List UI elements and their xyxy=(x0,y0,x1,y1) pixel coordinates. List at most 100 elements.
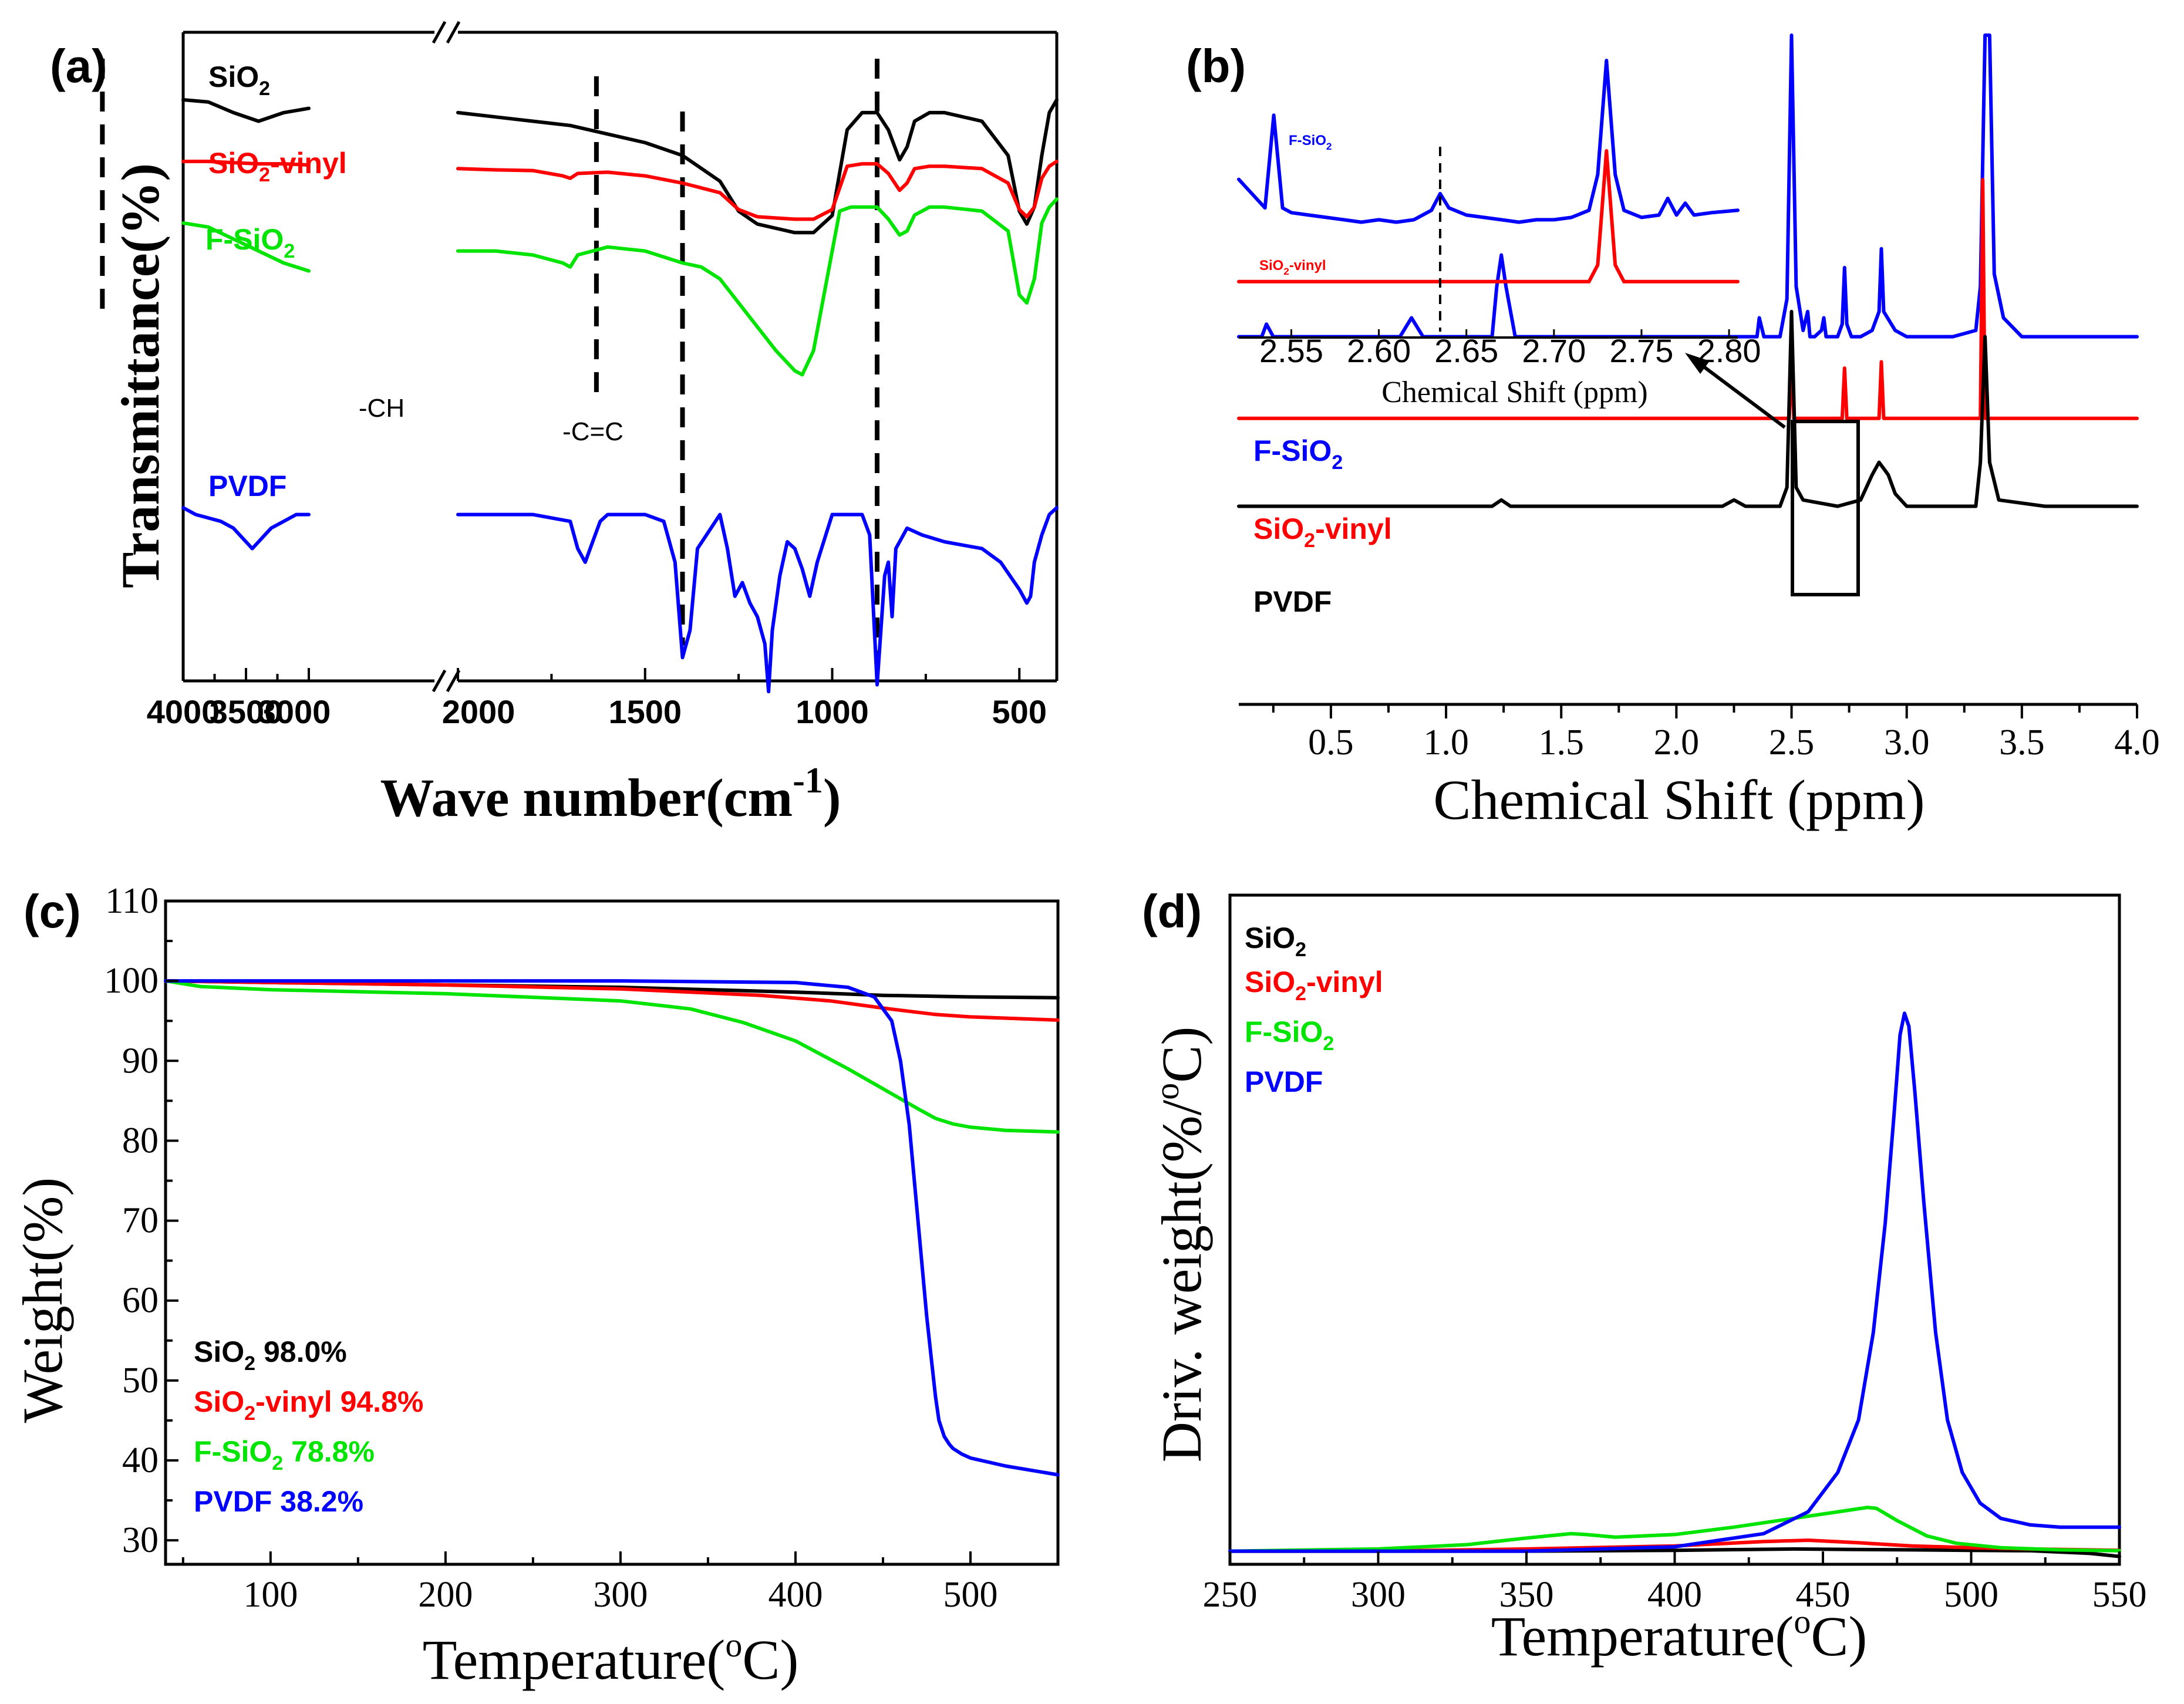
b-x-tick-label-3: 3.0 xyxy=(1884,723,1930,762)
a-y-axis-label: Transmittance(%) xyxy=(110,163,170,588)
b-series-sio2-vinyl xyxy=(1237,178,2139,420)
c-y-tick-label-30: 30 xyxy=(122,1520,159,1560)
a-series-f-sio2-right xyxy=(456,197,1059,377)
d-x-tick-label-350: 350 xyxy=(1499,1575,1554,1615)
panel-b-nmr: (b) 0.5 1.0 1.5 2.0 2.5 3.0 3.5 4.0 F-SiO2 SiO2… xyxy=(1186,33,2160,831)
panel-c-ticks: 100 200 300 400 500 30 40 50 60 70 80 90 100 110 xyxy=(104,881,997,1615)
a-break-mark-top-2 xyxy=(446,21,461,44)
d-legend-pvdf: PVDF xyxy=(1245,1065,1323,1098)
c-y-tick-label-60: 60 xyxy=(122,1281,159,1321)
panel-d-dtg: (d) 250 300 350 400 450 500 550 SiO2 SiO2-viny… xyxy=(1142,885,2147,1668)
panel-c-curves xyxy=(164,979,1060,1477)
c-y-tick-label-50: 50 xyxy=(122,1361,159,1401)
annotation-c-c: -C=C xyxy=(562,417,623,446)
a-x-tick-label-1000: 1000 xyxy=(796,693,869,730)
b-x-tick-label-2: 2.0 xyxy=(1654,723,1700,762)
c-series-sio2-vinyl xyxy=(164,979,1060,1022)
d-x-tick-label-450: 450 xyxy=(1796,1575,1851,1615)
b-label-f-sio2: F-SiO2 xyxy=(1253,434,1343,474)
inset-label-f-sio2: F-SiO2 xyxy=(1289,133,1332,152)
b-series-f-sio2 xyxy=(1237,33,2139,339)
b-label-sio2-vinyl: SiO2-vinyl xyxy=(1253,512,1392,552)
a-label-sio2: SiO2 xyxy=(208,60,270,100)
panel-a-curves xyxy=(181,98,1059,694)
b-x-tick-label-0.5: 0.5 xyxy=(1308,723,1354,762)
c-x-axis-label: Temperature(oC) xyxy=(423,1626,799,1691)
inset-x-tick-label-2.55: 2.55 xyxy=(1259,332,1323,369)
c-legend-sio2: SiO2 98.0% xyxy=(194,1335,347,1375)
c-y-tick-label-100: 100 xyxy=(104,961,159,1001)
panel-b-inset: 2.55 2.60 2.65 2.70 2.75 2.80 F-SiO2 SiO2-vin… xyxy=(1237,59,1761,409)
b-series-pvdf xyxy=(1237,309,2139,508)
a-break-mark-top-1 xyxy=(432,21,447,44)
c-series-f-sio2 xyxy=(164,979,1060,1134)
a-x-tick-label-1500: 1500 xyxy=(608,693,682,730)
d-series-pvdf xyxy=(1228,1011,2121,1553)
c-plot-frame xyxy=(164,899,1060,1566)
c-x-tick-label-200: 200 xyxy=(418,1575,473,1615)
panel-a-label: (a) xyxy=(50,40,107,92)
d-x-tick-label-250: 250 xyxy=(1203,1575,1258,1615)
c-legend-sio2-vinyl: SiO2-vinyl 94.8% xyxy=(194,1385,423,1425)
inset-x-tick-label-2.7: 2.70 xyxy=(1522,332,1586,369)
annotation-ch: -CH xyxy=(359,394,405,423)
c-y-tick-label-40: 40 xyxy=(122,1440,159,1480)
d-legend-sio2: SiO2 xyxy=(1245,922,1306,961)
panel-d-curves xyxy=(1228,1011,2121,1558)
b-x-tick-label-1.5: 1.5 xyxy=(1538,723,1584,762)
panel-c-tga: (c) 100 200 300 400 50030405060708090100110 … xyxy=(11,881,1060,1691)
c-x-tick-label-300: 300 xyxy=(593,1575,648,1615)
a-series-sio2-vinyl-left xyxy=(181,160,311,167)
a-series-sio2-left xyxy=(181,98,311,123)
panel-c-label: (c) xyxy=(23,885,81,937)
a-x-tick-label-500: 500 xyxy=(992,693,1047,730)
a-series-sio2-vinyl-right xyxy=(456,160,1059,221)
a-x-tick-label-2000: 2000 xyxy=(442,693,515,730)
a-label-f-sio2: F-SiO2 xyxy=(205,223,295,262)
b-x-tick-label-3.5: 3.5 xyxy=(1999,723,2045,762)
panel-a-dashed-markers xyxy=(100,59,879,675)
inset-curves xyxy=(1237,59,1740,339)
c-y-tick-label-110: 110 xyxy=(105,881,159,921)
inset-series-sio2-vinyl xyxy=(1237,149,1740,284)
d-x-tick-label-400: 400 xyxy=(1647,1575,1702,1615)
b-label-pvdf: PVDF xyxy=(1253,585,1332,618)
a-label-sio2-vinyl: SiO2-vinyl xyxy=(208,147,347,186)
inset-x-tick-label-2.8: 2.80 xyxy=(1697,332,1761,369)
b-x-axis-label: Chemical Shift (ppm) xyxy=(1433,768,1925,831)
inset-x-axis-label: Chemical Shift (ppm) xyxy=(1381,376,1647,409)
d-y-axis-label: Driv. weight(%/oC) xyxy=(1148,1027,1213,1463)
panel-c-axes xyxy=(164,899,1060,1566)
inset-x-tick-label-2.65: 2.65 xyxy=(1434,332,1498,369)
panel-a-axes xyxy=(181,21,1059,693)
panel-d-label: (d) xyxy=(1142,885,1202,937)
inset-label-sio2-vinyl: SiO2-vinyl xyxy=(1259,258,1326,277)
a-series-pvdf-right xyxy=(456,506,1059,694)
inset-x-ticks: 2.55 2.60 2.65 2.70 2.75 2.80 xyxy=(1259,329,1761,369)
c-x-tick-label-400: 400 xyxy=(768,1575,823,1615)
c-legend-pvdf: PVDF 38.2% xyxy=(194,1485,363,1518)
c-y-tick-label-80: 80 xyxy=(122,1121,159,1160)
a-x-axis-label: Wave number(cm-1) xyxy=(380,761,841,828)
a-series-pvdf-left xyxy=(181,506,311,551)
c-series-pvdf xyxy=(164,979,1060,1477)
b-zoom-arrowhead xyxy=(1685,353,1710,374)
c-y-tick-label-70: 70 xyxy=(122,1201,159,1241)
panel-d-x-ticks: 250 300 350 400 450 500 550 xyxy=(1203,1551,2147,1615)
d-x-tick-label-500: 500 xyxy=(1944,1575,1998,1615)
b-x-tick-label-2.5: 2.5 xyxy=(1769,723,1815,762)
inset-x-tick-label-2.75: 2.75 xyxy=(1609,332,1673,369)
c-legend-f-sio2: F-SiO2 78.8% xyxy=(194,1435,375,1474)
a-break-mark-bottom-1 xyxy=(432,669,447,693)
b-zoom-arrow xyxy=(1693,357,1786,429)
a-x-tick-label-3500: 3500 xyxy=(210,693,283,730)
a-series-f-sio2-left xyxy=(181,221,311,273)
a-x-tick-label-3000: 3000 xyxy=(258,693,331,730)
panel-b-x-ticks: 0.5 1.0 1.5 2.0 2.5 3.0 3.5 4.0 xyxy=(1272,704,2160,762)
c-y-axis-label: Weight(%) xyxy=(11,1177,74,1423)
inset-series-f-sio2 xyxy=(1237,59,1740,224)
